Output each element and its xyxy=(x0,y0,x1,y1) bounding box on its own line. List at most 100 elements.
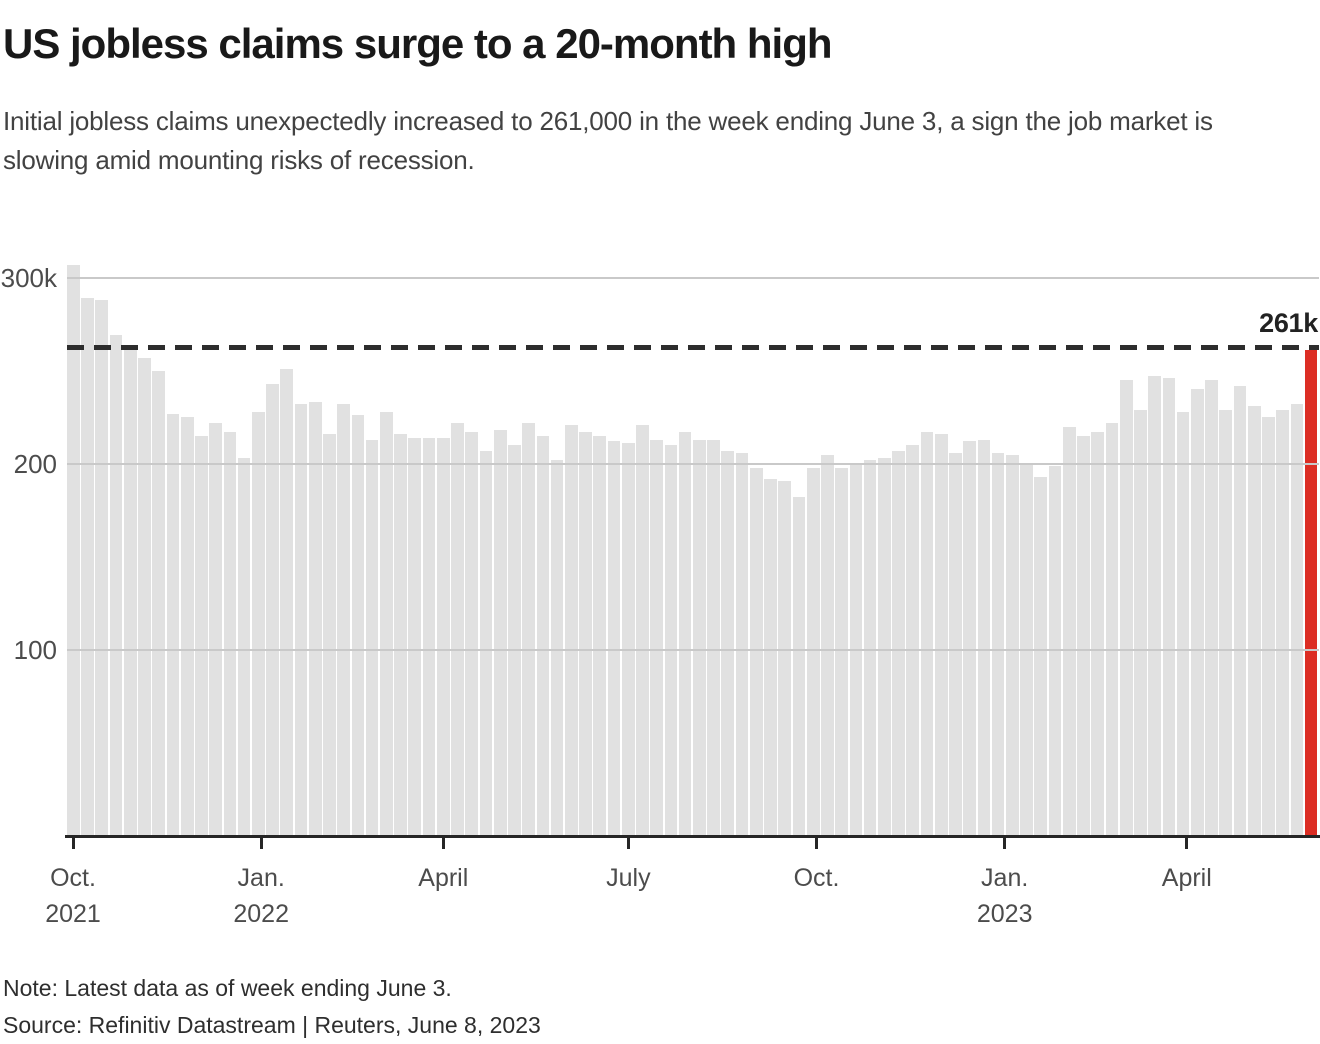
x-tick-mark xyxy=(1185,838,1189,849)
x-tick-mark xyxy=(441,838,445,849)
x-axis-baseline xyxy=(65,835,1320,838)
gridline-200k xyxy=(67,462,1319,465)
bar-weekly-claims xyxy=(1176,411,1190,836)
x-tick-label: April xyxy=(1161,864,1212,892)
bar-weekly-claims xyxy=(152,370,166,836)
bar-weekly-claims xyxy=(778,480,792,836)
bar-weekly-claims xyxy=(351,415,365,836)
bar-weekly-claims xyxy=(1219,409,1233,836)
chart-source: Source: Refinitiv Datastream | Reuters, … xyxy=(3,1012,541,1038)
bar-weekly-claims xyxy=(308,402,322,836)
bar-weekly-claims xyxy=(1006,454,1019,836)
bar-weekly-claims xyxy=(266,383,279,836)
bar-weekly-claims xyxy=(920,432,934,836)
bar-weekly-claims xyxy=(1276,409,1290,836)
bar-weekly-claims xyxy=(280,368,294,836)
bar-weekly-claims xyxy=(1091,432,1105,836)
bar-weekly-claims xyxy=(138,357,151,836)
y-tick-label: 300k xyxy=(0,262,57,293)
bar-weekly-claims xyxy=(1290,404,1304,836)
bar-weekly-claims xyxy=(963,441,977,836)
bar-weekly-claims xyxy=(1105,422,1119,836)
bar-weekly-claims xyxy=(109,335,123,836)
bar-weekly-claims xyxy=(693,439,706,836)
bar-weekly-claims xyxy=(1233,385,1247,836)
reference-line-label: 261k xyxy=(1259,308,1318,338)
bar-weekly-claims xyxy=(422,437,436,836)
bar-weekly-claims xyxy=(1148,376,1161,836)
bar-weekly-claims xyxy=(550,460,564,836)
bar-weekly-claims xyxy=(436,437,450,836)
bar-weekly-claims xyxy=(607,441,621,836)
bar-weekly-claims xyxy=(564,424,578,836)
bar-weekly-claims xyxy=(1247,406,1261,836)
x-tick-label: Jan. 2022 xyxy=(233,864,289,928)
x-tick-label: Oct. xyxy=(793,864,840,892)
bar-weekly-claims xyxy=(209,422,222,836)
bar-weekly-claims xyxy=(67,264,80,836)
x-tick-mark xyxy=(1003,838,1007,849)
bar-weekly-claims xyxy=(664,445,678,836)
bar-weekly-claims xyxy=(835,467,848,836)
bar-weekly-claims xyxy=(892,450,905,836)
bar-weekly-claims xyxy=(735,452,749,836)
bar-weekly-claims xyxy=(237,458,251,836)
bar-weekly-claims xyxy=(1062,426,1076,836)
x-tick-mark xyxy=(815,838,818,849)
bar-weekly-claims xyxy=(536,435,550,836)
reference-dashed-line-261k xyxy=(67,345,1319,351)
x-tick-label: July xyxy=(606,864,651,892)
bar-weekly-claims xyxy=(95,300,109,836)
plot-area xyxy=(67,246,1319,836)
bar-weekly-claims xyxy=(1134,409,1147,836)
bar-weekly-claims xyxy=(877,458,891,836)
bar-weekly-claims xyxy=(1205,380,1218,836)
bar-weekly-claims xyxy=(721,450,735,836)
bar-weekly-claims xyxy=(934,434,948,836)
bar-weekly-claims xyxy=(479,450,493,836)
bar-weekly-claims xyxy=(707,439,720,836)
bar-weekly-claims xyxy=(394,434,407,836)
bar-weekly-claims xyxy=(749,467,763,836)
bar-weekly-claims xyxy=(1034,476,1048,836)
x-tick-label: April xyxy=(418,864,469,892)
bar-weekly-claims xyxy=(408,437,422,836)
bar-weekly-claims xyxy=(863,460,877,836)
bar-weekly-claims xyxy=(1119,380,1133,836)
bar-weekly-claims xyxy=(365,439,379,836)
bar-weekly-claims xyxy=(195,435,208,836)
bar-weekly-claims xyxy=(251,411,265,836)
bar-weekly-claims xyxy=(294,404,308,836)
bar-weekly-claims xyxy=(1077,435,1090,836)
x-tick-label: Oct. 2021 xyxy=(45,864,101,928)
gridline-300k xyxy=(67,276,1319,279)
chart-title: US jobless claims surge to a 20-month hi… xyxy=(3,20,833,67)
bar-weekly-claims xyxy=(792,497,806,836)
bar-weekly-claims xyxy=(977,439,991,836)
bar-weekly-claims xyxy=(806,467,820,836)
x-tick-mark xyxy=(259,838,263,849)
bar-weekly-claims xyxy=(650,439,664,836)
bar-weekly-claims xyxy=(223,432,237,836)
chart-subtitle: Initial jobless claims unexpectedly incr… xyxy=(3,106,1213,175)
bar-weekly-claims xyxy=(323,434,336,836)
bar-weekly-claims xyxy=(1262,417,1275,836)
bar-weekly-claims xyxy=(465,432,479,836)
bar-weekly-claims xyxy=(821,454,834,836)
bar-weekly-claims xyxy=(636,424,649,836)
bar-weekly-claims xyxy=(493,430,507,836)
y-tick-label: 200 xyxy=(13,448,57,479)
bar-weekly-claims xyxy=(380,411,393,836)
bar-weekly-claims xyxy=(123,346,137,836)
gridline-100k xyxy=(67,648,1319,651)
chart-note: Note: Latest data as of week ending June… xyxy=(3,975,452,1001)
bar-weekly-claims xyxy=(337,404,351,836)
bar-weekly-claims xyxy=(621,443,635,836)
bar-weekly-claims xyxy=(764,478,777,836)
x-tick-mark xyxy=(626,838,630,849)
bar-weekly-claims xyxy=(1162,378,1176,836)
y-tick-label: 100 xyxy=(13,634,57,665)
bar-weekly-claims xyxy=(593,435,607,836)
bar-weekly-claims xyxy=(522,422,535,836)
bar-weekly-claims xyxy=(678,432,692,836)
